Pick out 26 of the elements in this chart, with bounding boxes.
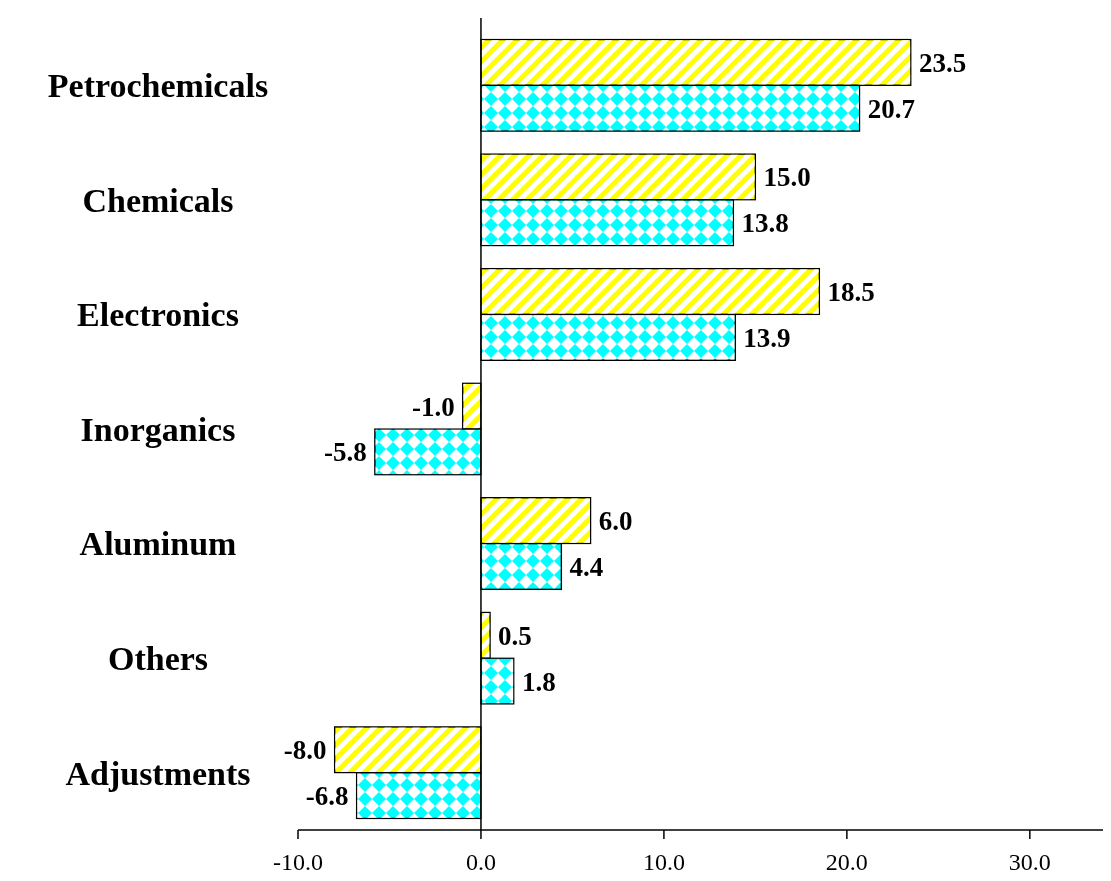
x-tick-label: 30.0 (1008, 849, 1051, 875)
x-tick-label: 20.0 (825, 849, 868, 875)
data-label: 0.5 (498, 620, 532, 651)
data-label: -6.8 (305, 781, 349, 812)
data-label: -5.8 (324, 437, 367, 468)
data-label: 13.9 (743, 322, 791, 353)
y-tick-label: Inorganics (80, 410, 236, 448)
y-tick-label: Others (107, 640, 209, 678)
data-label: 4.4 (569, 551, 604, 582)
y-tick-label: Adjustments (65, 754, 251, 792)
data-label: -1.0 (411, 391, 455, 422)
y-tick-label: Petrochemicals (47, 67, 269, 105)
x-tick-label: 0.0 (465, 849, 496, 875)
data-label: 15.0 (763, 162, 811, 193)
data-label: 1.8 (521, 666, 556, 697)
data-label: 23.5 (918, 47, 967, 78)
data-label: 6.0 (598, 506, 633, 537)
x-tick-label: 10.0 (642, 849, 685, 875)
data-label: 13.8 (741, 208, 789, 239)
data-label: 18.5 (827, 276, 875, 307)
data-label: -8.0 (283, 735, 327, 766)
x-tick-label: -10.0 (273, 849, 323, 875)
y-tick-label: Electronics (77, 296, 239, 334)
y-tick-label: Chemicals (82, 181, 234, 219)
y-tick-label: Aluminum (79, 525, 237, 563)
data-label: 20.7 (867, 93, 915, 124)
